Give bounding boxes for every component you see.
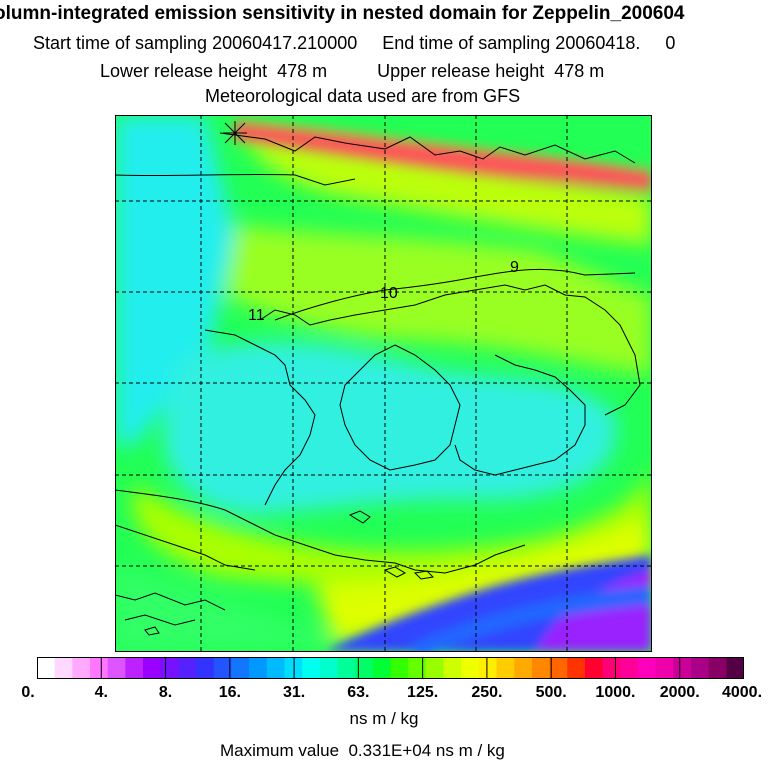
coastline-sw [115,592,226,611]
coastline-island-2 [383,566,407,578]
colorbar-swatch [461,657,480,679]
colorbar-tick-label: 125. [407,684,439,701]
colorbar-tick-label: 8. [158,684,173,701]
colorbar-svg [36,657,745,679]
coastline-inner-east [454,354,586,476]
colorbar-swatch [443,657,462,679]
colorbar-swatch [178,657,197,679]
colorbar-tick-label: 0. [21,684,35,701]
colorbar-labels: 0. 4. 8. 16. 31. 63. 125. 250. 500. 1000. 2000. 400… [0,684,768,704]
coastline-island-4 [144,626,160,636]
contour-label-10: 10 [380,285,398,302]
colorbar-frame [37,657,744,679]
colorbar-swatch [125,657,144,679]
colorbar-swatch [231,657,250,679]
colorbar-swatch [284,657,303,679]
field-cyan-center [163,342,617,515]
contour-10 [274,268,636,321]
graticule [115,115,652,652]
colorbar-swatch [408,657,427,679]
colorbar-swatch [655,657,674,679]
coastline-inner-west [204,329,316,506]
colorbar-swatch [302,657,321,679]
colorbar-tick-label: 63. [347,684,370,701]
colorbar-swatch [602,657,621,679]
colorbar-swatch [673,657,692,679]
colorbar-tick-label: 1000. [595,684,636,701]
coastline-upper [115,173,356,186]
colorbar-swatch [319,657,339,679]
colorbar-swatch [37,657,56,679]
release-site-marker [223,121,247,145]
colorbar-swatch [160,657,180,679]
release-height: Lower release height 478 m Upper release… [100,61,605,81]
coastline-island-1 [348,510,371,524]
colorbar-swatch [213,657,233,679]
colorbar-swatch [690,657,710,679]
colorbar-swatch [726,657,745,679]
colorbar-swatch [355,657,374,679]
colorbar-tick-label: 250. [471,684,503,701]
colorbar-swatch [549,657,568,679]
colorbar-swatch [584,657,604,679]
colorbar-tick-label: 16. [218,684,241,701]
colorbar-swatch [531,657,551,679]
colorbar-swatch [708,657,727,679]
field-lime-upper [225,225,652,375]
colorbar-tick-label: 31. [282,684,306,701]
colorbar-swatch [54,657,73,679]
colorbar-swatch [107,657,126,679]
field-yellow-band [315,515,652,645]
sensitivity-field [115,115,652,652]
colorbar-swatch [196,657,215,679]
colorbar-swatch [637,657,657,679]
colorbar-swatch [90,657,109,679]
field-lime-ring [133,465,652,585]
sampling-time: Start time of sampling 20060417.210000 E… [33,33,676,53]
coastline-island-3 [413,570,435,580]
field-yellow-north [245,135,652,245]
plot-title: olumn-integrated emission sensitivity in… [0,3,685,24]
colorbar-swatch [390,657,409,679]
contour-label-9: 9 [510,259,519,276]
coastline-sw-2 [124,614,196,626]
colorbar-tick-label: 4. [94,684,108,701]
field-cyan-west [115,115,235,445]
coastline-central [259,284,641,416]
colorbar-swatch [567,657,586,679]
colorbar-swatch [143,657,162,679]
field-orange-halo [233,117,652,195]
colorbar-swatch [425,657,445,679]
colorbar [36,657,745,679]
field-green-south [115,565,345,652]
met-data-source: Meteorological data used are from GFS [205,86,521,106]
colorbar-swatch [372,657,392,679]
colorbar-swatch [72,657,91,679]
contour-labels: 11 10 9 [248,259,519,324]
colorbar-swatch [620,657,639,679]
contour-label-11: 11 [248,307,265,324]
emission-sensitivity-map: 11 10 9 [115,115,652,652]
colorbar-tick-label: 2000. [659,684,700,701]
colorbar-swatch [266,657,286,679]
maximum-value: Maximum value 0.331E+04 ns m / kg [220,741,505,760]
colorbar-swatch [337,657,356,679]
colorbar-swatch [478,657,498,679]
coastline-north [219,132,636,164]
coastline-south [115,489,526,574]
colorbar-tick-label: 4000. [721,684,763,701]
colorbar-swatch [496,657,515,679]
map-frame [115,115,652,652]
coastline-south-2 [115,524,256,571]
colorbar-units: ns m / kg [349,709,419,728]
colorbar-swatch [514,657,533,679]
colorbar-swatch [249,657,268,679]
field-blue-edge [411,586,652,652]
colorbar-tick-label: 500. [535,684,567,701]
